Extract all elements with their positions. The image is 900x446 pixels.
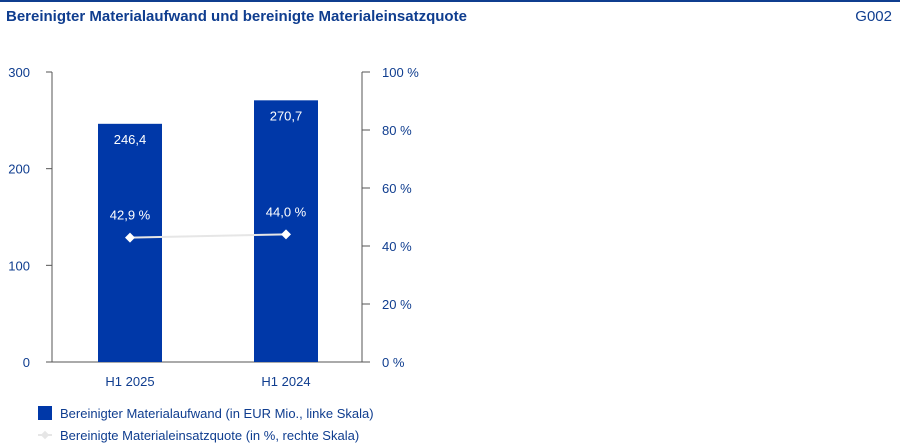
legend-line-swatch xyxy=(38,428,52,442)
legend-line-label: Bereinigte Materialeinsatzquote (in %, r… xyxy=(60,427,360,443)
legend-item-line: Bereinigte Materialeinsatzquote (in %, r… xyxy=(38,424,374,446)
line-path xyxy=(129,233,287,239)
bar-value-label: 270,7 xyxy=(270,108,303,123)
left-tick-label: 0 xyxy=(23,355,30,370)
legend-bar-label: Bereinigter Materialaufwand (in EUR Mio.… xyxy=(60,405,374,421)
line-value-label: 44,0 % xyxy=(266,204,307,219)
right-tick-label: 0 % xyxy=(382,355,405,370)
line-series xyxy=(125,229,291,243)
left-tick-label: 200 xyxy=(8,162,30,177)
bar-value-label: 246,4 xyxy=(114,132,147,147)
x-tick-label: H1 2025 xyxy=(105,374,154,389)
data-labels: 246,4 270,7 42,9 % 44,0 % xyxy=(110,108,307,222)
right-tick-label: 60 % xyxy=(382,181,412,196)
right-tick-label: 20 % xyxy=(382,297,412,312)
right-tick-label: 100 % xyxy=(382,65,419,80)
chart-title: Bereinigter Materialaufwand und bereinig… xyxy=(6,8,467,25)
right-tick-label: 80 % xyxy=(382,123,412,138)
right-tick-label: 40 % xyxy=(382,239,412,254)
x-tick-label: H1 2024 xyxy=(261,374,310,389)
right-axis: 0 % 20 % 40 % 60 % 80 % 100 % xyxy=(361,65,419,370)
legend-bar-swatch xyxy=(38,406,52,420)
legend-item-bar: Bereinigter Materialaufwand (in EUR Mio.… xyxy=(38,402,374,424)
figure-id: G002 xyxy=(855,8,892,25)
line-point xyxy=(281,229,291,240)
legend: Bereinigter Materialaufwand (in EUR Mio.… xyxy=(38,402,374,446)
x-tick-labels: H1 2025 H1 2024 xyxy=(105,374,310,389)
left-tick-label: 300 xyxy=(8,65,30,80)
bar xyxy=(98,123,162,363)
left-tick-label: 100 xyxy=(8,258,30,273)
line-point xyxy=(125,232,135,243)
top-rule xyxy=(0,0,900,2)
line-value-label: 42,9 % xyxy=(110,208,151,223)
